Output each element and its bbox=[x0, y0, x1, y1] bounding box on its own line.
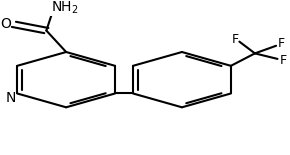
Text: O: O bbox=[1, 17, 11, 31]
Text: F: F bbox=[231, 33, 238, 46]
Text: F: F bbox=[280, 53, 287, 66]
Text: NH$_2$: NH$_2$ bbox=[51, 0, 79, 16]
Text: N: N bbox=[6, 91, 16, 105]
Text: F: F bbox=[278, 37, 285, 50]
